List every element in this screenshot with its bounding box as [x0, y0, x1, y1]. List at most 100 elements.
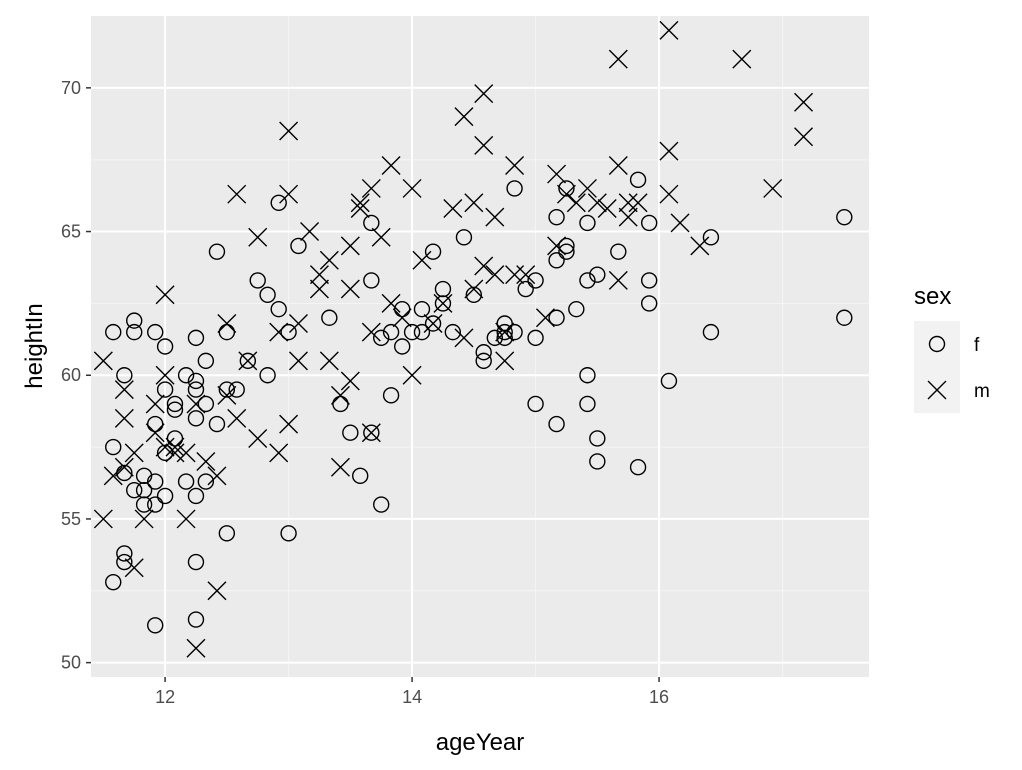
point-f [187, 410, 205, 427]
point-f [270, 300, 287, 318]
point-m [269, 443, 289, 463]
point-m [288, 314, 308, 334]
point-f [382, 387, 400, 404]
point-f [640, 272, 658, 289]
point-m [464, 193, 484, 213]
point-f [156, 338, 174, 355]
point-m [145, 423, 165, 443]
point-m [279, 184, 299, 204]
point-f [629, 171, 647, 189]
point-m [269, 322, 289, 342]
point-f [187, 611, 205, 628]
point-f [610, 243, 627, 260]
point-f [424, 243, 442, 260]
point-m [155, 365, 175, 385]
x-tick-label: 12 [155, 687, 175, 707]
point-m [319, 351, 339, 371]
point-m [474, 256, 494, 276]
point-f [208, 243, 226, 260]
point-m [309, 279, 329, 299]
point-f [156, 444, 174, 462]
x-axis-title: ageYear [436, 729, 525, 756]
point-f [239, 352, 257, 370]
point-m [402, 365, 422, 385]
point-f [156, 487, 174, 505]
point-f [249, 272, 266, 289]
point-m [288, 351, 308, 371]
point-m [319, 250, 339, 270]
point-f [475, 352, 492, 370]
legend: sex f m [914, 283, 990, 413]
point-m [690, 236, 710, 256]
point-m [763, 178, 783, 198]
point-f [413, 300, 431, 318]
point-m [145, 394, 165, 414]
point-f [116, 545, 133, 562]
point-m [659, 141, 679, 161]
axis-ticks: 12 14 16 50 55 60 65 70 [61, 78, 669, 707]
point-f [660, 372, 678, 390]
point-f [187, 329, 205, 347]
point-f [640, 214, 658, 232]
point-f [187, 553, 205, 571]
point-m [340, 279, 360, 299]
point-m [597, 199, 617, 219]
point-m [340, 236, 360, 256]
point-m [454, 107, 474, 127]
point-m [454, 328, 474, 348]
point-f [280, 525, 297, 542]
point-f [105, 438, 122, 456]
point-m [361, 423, 381, 443]
point-f [558, 243, 575, 260]
point-m [350, 193, 370, 213]
point-f [373, 329, 390, 347]
point-f [629, 459, 647, 476]
point-m [114, 457, 134, 477]
point-f [166, 430, 184, 447]
point-f [836, 208, 853, 226]
point-f [166, 395, 184, 413]
point-m [227, 408, 247, 428]
point-m [176, 509, 196, 529]
point-f [702, 229, 720, 246]
point-f [548, 309, 565, 326]
series-m [93, 20, 814, 658]
point-f [197, 473, 215, 490]
point-f [218, 381, 236, 398]
grid-lines [91, 16, 869, 677]
point-m [227, 184, 247, 204]
legend-title: sex [914, 283, 951, 310]
y-tick-label: 55 [61, 509, 81, 529]
point-f [197, 352, 215, 370]
point-m [217, 385, 237, 405]
point-m [176, 443, 196, 463]
point-m [381, 293, 401, 313]
point-m [217, 314, 237, 334]
point-m [207, 466, 227, 486]
point-m [495, 322, 515, 342]
point-f [548, 415, 565, 433]
point-f [147, 323, 164, 341]
x-tick-label: 16 [649, 687, 669, 707]
point-m [186, 394, 206, 414]
point-m [516, 265, 536, 285]
point-f [640, 295, 658, 312]
point-f [147, 617, 164, 634]
point-m [547, 236, 567, 256]
point-f [332, 395, 349, 413]
y-tick-label: 50 [61, 653, 81, 673]
point-m [103, 466, 123, 486]
point-m [732, 49, 752, 69]
point-f [579, 367, 596, 384]
point-f [352, 467, 369, 485]
point-m [207, 581, 227, 601]
point-f [496, 329, 513, 347]
point-f [363, 424, 380, 441]
point-f [218, 525, 236, 542]
point-m [505, 155, 525, 175]
point-f [589, 266, 606, 283]
point-f [116, 367, 133, 384]
point-f [579, 272, 596, 289]
point-f [105, 573, 122, 591]
